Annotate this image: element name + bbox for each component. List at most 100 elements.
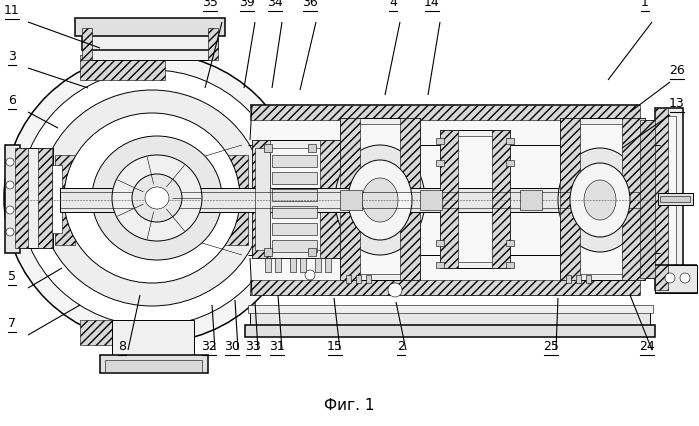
Bar bbox=[308, 144, 316, 152]
Text: 14: 14 bbox=[424, 0, 440, 9]
Ellipse shape bbox=[584, 180, 616, 220]
Ellipse shape bbox=[570, 163, 630, 237]
Bar bbox=[272, 189, 317, 201]
Polygon shape bbox=[492, 130, 510, 268]
Polygon shape bbox=[440, 130, 458, 268]
Text: 31: 31 bbox=[269, 340, 285, 353]
Ellipse shape bbox=[6, 158, 14, 166]
Polygon shape bbox=[320, 140, 340, 258]
Ellipse shape bbox=[6, 181, 14, 189]
Bar bbox=[250, 310, 650, 328]
Bar bbox=[248, 305, 653, 313]
Bar bbox=[52, 165, 62, 233]
Ellipse shape bbox=[6, 228, 14, 236]
Bar bbox=[436, 240, 444, 246]
Bar bbox=[112, 320, 194, 360]
Bar bbox=[264, 144, 272, 152]
Text: 6: 6 bbox=[8, 94, 16, 107]
Ellipse shape bbox=[362, 178, 398, 222]
Bar bbox=[252, 140, 340, 258]
Ellipse shape bbox=[92, 136, 222, 260]
Text: 15: 15 bbox=[327, 340, 343, 353]
Bar bbox=[272, 155, 317, 167]
Bar bbox=[420, 190, 442, 210]
Polygon shape bbox=[38, 148, 52, 248]
Bar bbox=[346, 275, 351, 283]
Text: 39: 39 bbox=[239, 0, 255, 9]
Bar bbox=[440, 130, 510, 268]
Bar bbox=[436, 160, 444, 166]
Bar bbox=[446, 136, 504, 262]
Ellipse shape bbox=[335, 145, 425, 255]
Bar bbox=[13, 148, 53, 248]
Polygon shape bbox=[80, 320, 165, 345]
Ellipse shape bbox=[20, 70, 284, 326]
Bar bbox=[662, 116, 676, 282]
Bar bbox=[506, 138, 514, 144]
Polygon shape bbox=[622, 118, 645, 280]
Bar bbox=[255, 148, 270, 250]
Text: 30: 30 bbox=[224, 340, 240, 353]
Polygon shape bbox=[250, 105, 640, 120]
Bar bbox=[75, 18, 225, 36]
Ellipse shape bbox=[680, 273, 690, 283]
Ellipse shape bbox=[388, 283, 402, 297]
Polygon shape bbox=[400, 118, 420, 280]
Text: 36: 36 bbox=[302, 0, 318, 9]
Text: 2: 2 bbox=[397, 340, 405, 353]
Bar bbox=[346, 124, 414, 274]
Text: 24: 24 bbox=[639, 340, 655, 353]
Text: 34: 34 bbox=[267, 0, 283, 9]
Text: 32: 32 bbox=[201, 340, 217, 353]
Text: 8: 8 bbox=[118, 340, 126, 353]
Bar bbox=[272, 206, 317, 218]
Text: 1: 1 bbox=[641, 0, 649, 9]
Bar bbox=[576, 275, 581, 283]
Ellipse shape bbox=[6, 206, 14, 214]
Bar bbox=[300, 258, 306, 272]
Bar bbox=[90, 30, 210, 60]
Polygon shape bbox=[225, 155, 248, 245]
Polygon shape bbox=[640, 120, 660, 278]
Polygon shape bbox=[250, 280, 640, 295]
Polygon shape bbox=[252, 140, 270, 258]
Bar bbox=[506, 262, 514, 268]
Polygon shape bbox=[560, 118, 580, 280]
Text: Фиг. 1: Фиг. 1 bbox=[324, 397, 374, 412]
Bar bbox=[658, 193, 693, 205]
Text: 7: 7 bbox=[8, 317, 16, 330]
Bar bbox=[245, 325, 655, 337]
Text: 33: 33 bbox=[245, 340, 261, 353]
Ellipse shape bbox=[558, 148, 642, 252]
Bar bbox=[265, 258, 271, 272]
Polygon shape bbox=[340, 118, 360, 280]
Polygon shape bbox=[80, 55, 165, 80]
Text: 3: 3 bbox=[8, 50, 16, 63]
Text: 25: 25 bbox=[543, 340, 559, 353]
Bar bbox=[640, 120, 660, 278]
Bar bbox=[436, 262, 444, 268]
Text: 4: 4 bbox=[389, 0, 397, 9]
Bar bbox=[272, 223, 317, 235]
Bar bbox=[325, 258, 331, 272]
Bar bbox=[100, 355, 208, 373]
Ellipse shape bbox=[132, 174, 182, 222]
Bar bbox=[340, 190, 362, 210]
Bar bbox=[272, 240, 317, 252]
Ellipse shape bbox=[4, 53, 300, 343]
Text: 13: 13 bbox=[669, 97, 685, 110]
Text: 5: 5 bbox=[8, 270, 16, 283]
Bar bbox=[105, 360, 202, 372]
Text: 35: 35 bbox=[202, 0, 218, 9]
Bar bbox=[506, 160, 514, 166]
Bar bbox=[290, 258, 296, 272]
Bar bbox=[308, 248, 316, 256]
Bar bbox=[520, 190, 542, 210]
Bar bbox=[660, 196, 690, 202]
Polygon shape bbox=[82, 28, 92, 60]
Bar bbox=[356, 275, 361, 283]
Ellipse shape bbox=[145, 187, 169, 209]
Bar bbox=[5, 145, 20, 253]
Bar bbox=[272, 172, 317, 184]
Bar bbox=[560, 118, 645, 280]
